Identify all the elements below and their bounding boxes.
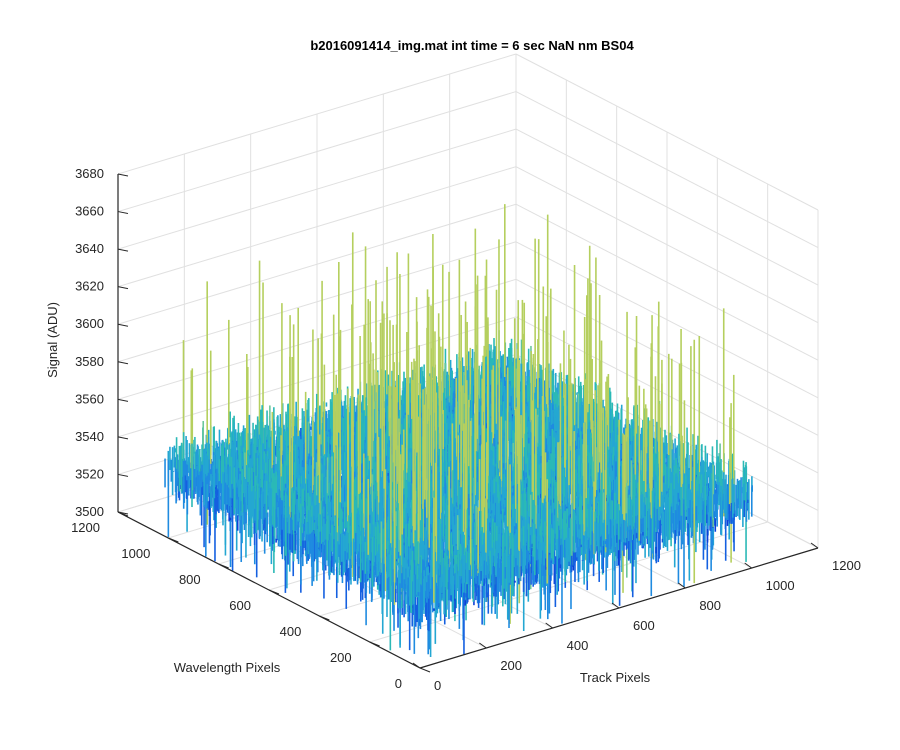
grid-line (515, 53, 819, 211)
grid-line (515, 166, 819, 324)
grid-line (117, 91, 517, 213)
grid-line (515, 316, 819, 474)
grid-line (515, 203, 819, 361)
chart-title: b2016091414_img.mat int time = 6 sec NaN… (310, 38, 634, 53)
grid-line (515, 128, 819, 286)
grid-line (117, 128, 517, 250)
grid-line (515, 278, 819, 436)
grid-line (515, 241, 819, 399)
grid-line (515, 91, 819, 248)
data-surface (164, 204, 753, 657)
grid-line (117, 241, 517, 363)
grid-line (117, 53, 517, 175)
grid-line (117, 166, 517, 288)
grid-line (117, 203, 517, 325)
